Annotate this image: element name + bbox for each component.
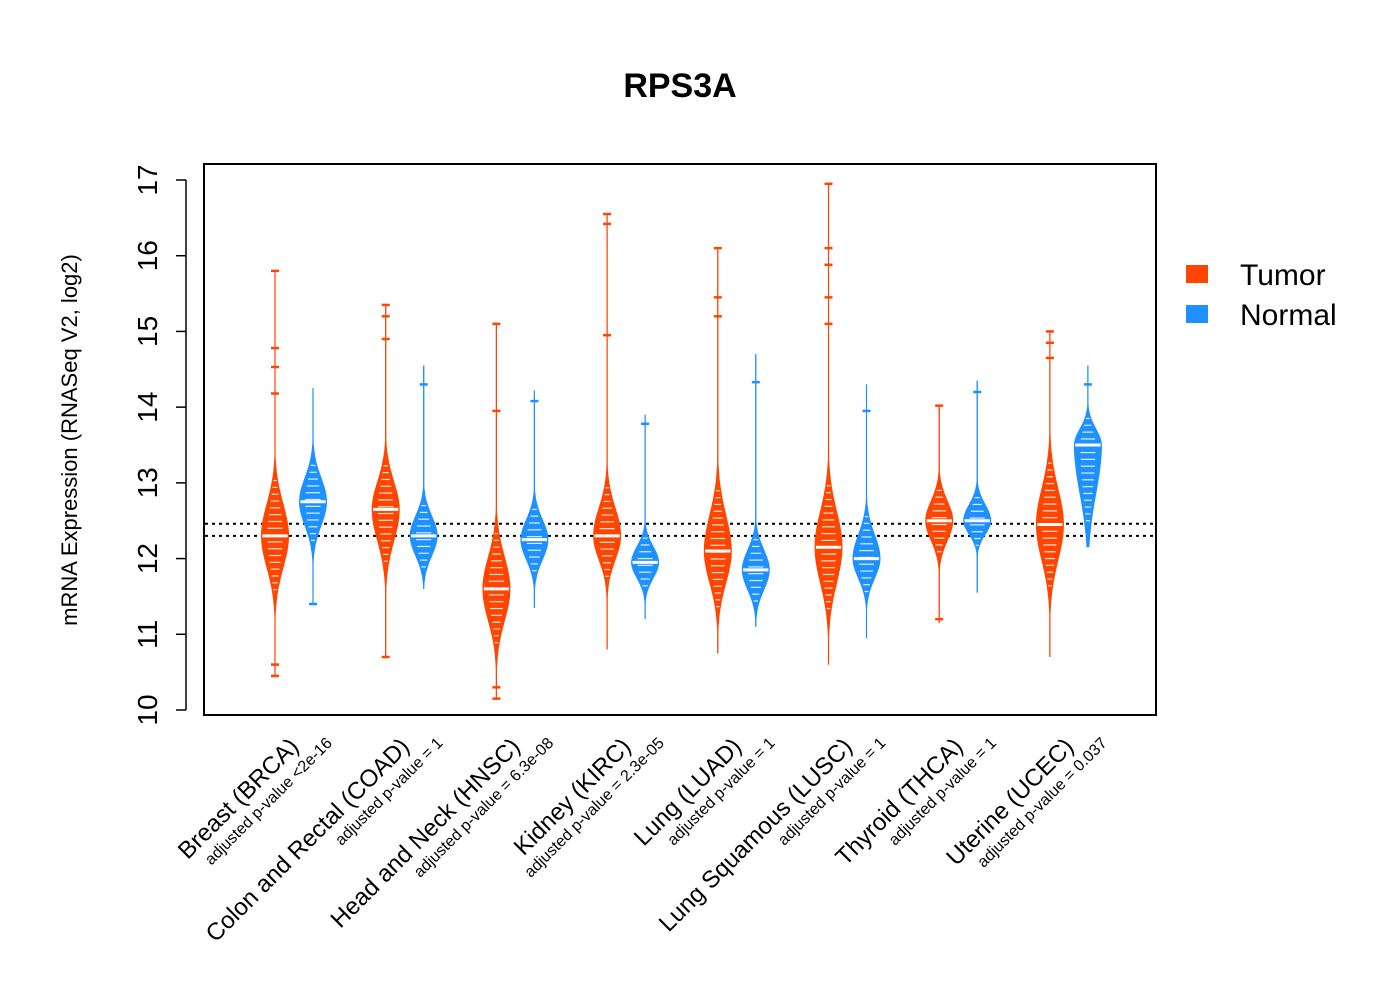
- violin-tumor-thyroid-thca: [925, 404, 954, 623]
- violin-sample-ticks: [637, 537, 653, 587]
- violin-sample-ticks: [969, 497, 985, 546]
- violins: [261, 182, 1102, 700]
- violin-sample-ticks: [378, 465, 394, 562]
- y-tick-label: 12: [132, 543, 163, 574]
- violin-sample-ticks: [488, 532, 505, 644]
- violin-sample-ticks: [858, 515, 875, 593]
- violin-tumor-uterine-ucec: [1035, 330, 1064, 657]
- violin-body: [299, 388, 327, 604]
- violin-normal-lung-luad: [741, 354, 770, 627]
- violin-body: [409, 365, 438, 589]
- violin-normal-kidney-kirc: [631, 414, 660, 620]
- legend-swatch-tumor: [1186, 265, 1208, 283]
- violin-body: [520, 390, 549, 608]
- violin-sample-ticks: [416, 504, 432, 568]
- violin-sample-ticks: [526, 508, 543, 572]
- legend-label-tumor: Tumor: [1240, 259, 1326, 292]
- y-tick-label: 15: [132, 316, 163, 347]
- violin-tumor-lung-squamous-lusc: [814, 182, 843, 665]
- violin-body: [261, 270, 289, 676]
- violin-normal-head-and-neck-hnsc: [520, 390, 549, 608]
- legend-label-normal: Normal: [1240, 299, 1337, 332]
- violin-tumor-head-and-neck-hnsc: [482, 322, 511, 700]
- violin-sample-ticks: [267, 479, 283, 591]
- violin-body: [1035, 331, 1064, 657]
- y-tick-label: 17: [132, 164, 163, 195]
- y-tick-label: 10: [132, 694, 163, 725]
- violin-normal-uterine-ucec: [1073, 365, 1102, 548]
- violin-body: [482, 323, 511, 699]
- violin-tumor-colon-and-rectal-coad: [371, 303, 400, 659]
- violin-body: [852, 384, 881, 639]
- violin-body: [963, 380, 992, 593]
- legend-swatch-normal: [1186, 305, 1208, 323]
- violin-normal-thyroid-thca: [963, 380, 992, 593]
- violin-body: [814, 183, 843, 665]
- violin-body: [925, 405, 954, 623]
- violin-normal-colon-and-rectal-coad: [409, 365, 438, 589]
- y-tick-label: 14: [132, 392, 163, 423]
- y-axis-label: mRNA Expression (RNASeq V2, log2): [57, 254, 82, 626]
- y-tick-label: 13: [132, 467, 163, 498]
- violin-sample-ticks: [748, 539, 764, 602]
- plot-frame: [203, 163, 1157, 716]
- violin-tumor-kidney-kirc: [593, 212, 622, 650]
- violin-normal-lung-squamous-lusc: [852, 384, 881, 639]
- violin-sample-ticks: [931, 489, 947, 553]
- violin-sample-ticks: [305, 464, 321, 542]
- reference-lines: [205, 522, 1155, 537]
- legend: Tumor Normal: [1186, 259, 1337, 332]
- y-tick-label: 16: [132, 240, 163, 271]
- violin-body: [593, 214, 622, 650]
- x-axis-labels: Breast (BRCA)adjusted p-value <2e-16Colo…: [173, 733, 1111, 947]
- violin-tumor-breast-brca: [261, 269, 289, 678]
- violin-body: [741, 354, 770, 627]
- violin-body: [1073, 365, 1102, 548]
- violin-tumor-lung-luad: [703, 246, 732, 654]
- chart-title: RPS3A: [623, 67, 736, 105]
- violin-body: [631, 414, 660, 620]
- y-tick-label: 11: [132, 620, 163, 649]
- violin-normal-breast-brca: [299, 388, 327, 606]
- violin-body: [371, 304, 400, 657]
- y-axis: 10 11 12 13 14 15 16 17: [132, 164, 187, 726]
